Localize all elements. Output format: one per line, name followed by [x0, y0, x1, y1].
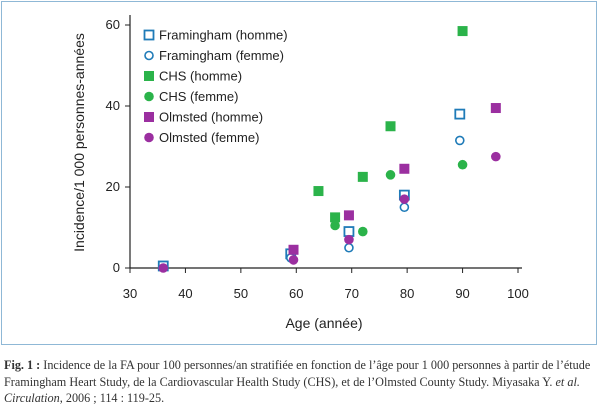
scatter-chart: 30 40 50 60 70 80 90 100 0 20 40 60 Age (année) Inc…: [71, 15, 529, 331]
legend: Framingham (homme) Framingham (femme) CHS …: [143, 28, 288, 145]
x-axis-title: Age (année): [285, 315, 362, 331]
x-tick-label: 40: [178, 286, 192, 301]
axis-ticks: 30 40 50 60 70 80 90 100 0 20 40 60: [106, 17, 529, 301]
data-point-chs-femme: [457, 159, 468, 170]
y-tick-label: 60: [106, 17, 120, 32]
legend-marker-chs-femme: [144, 91, 154, 102]
x-tick-label: 90: [455, 286, 469, 301]
data-point-chs-homme: [330, 212, 341, 223]
x-tick-label: 60: [289, 286, 303, 301]
legend-label-olmsted-homme: Olmsted (homme): [159, 110, 263, 125]
data-point-olmsted-homme: [490, 103, 501, 114]
data-point-chs-femme: [330, 220, 340, 231]
data-point-olmsted-homme: [343, 210, 354, 221]
legend-label-framingham-homme: Framingham (homme): [159, 28, 288, 43]
y-axis-title: Incidence/1 000 personnes-années: [71, 33, 87, 252]
legend-label-chs-homme: CHS (homme): [159, 69, 242, 84]
data-point-olmsted-femme: [288, 255, 299, 265]
caption-citation-italic: et al. Circulation: [4, 374, 580, 406]
legend-marker-framingham-homme: [143, 29, 155, 41]
legend-marker-olmsted-femme: [144, 132, 154, 143]
data-point-chs-homme: [457, 26, 468, 37]
figure-frame: [1, 1, 597, 345]
data-point-olmsted-femme: [399, 194, 410, 204]
data-point-olmsted-femme: [344, 234, 354, 245]
data-point-chs-femme: [385, 170, 396, 180]
legend-label-olmsted-femme: Olmsted (femme): [159, 130, 259, 145]
data-point-chs-femme: [358, 226, 368, 237]
caption-citation-tail: , 2006 ; 114 : 119-25.: [59, 391, 165, 405]
y-tick-label: 40: [106, 98, 120, 113]
caption-text: Incidence de la FA pour 100 personnes/an…: [4, 358, 591, 389]
data-point-chs-homme: [357, 171, 368, 182]
x-tick-label: 30: [123, 286, 137, 301]
x-tick-label: 50: [234, 286, 248, 301]
legend-marker-olmsted-homme: [144, 112, 154, 122]
data-points: [157, 26, 501, 273]
data-point-framingham-homme: [343, 226, 355, 237]
data-point-framingham-homme: [454, 108, 466, 120]
data-point-framingham-femme: [454, 135, 465, 146]
x-tick-label: 100: [507, 286, 529, 301]
x-tick-label: 70: [344, 286, 358, 301]
figure-caption: Fig. 1 : Incidence de la FA pour 100 per…: [4, 357, 596, 407]
caption-figure-label: Fig. 1 :: [4, 358, 41, 372]
data-point-chs-homme: [313, 186, 324, 197]
axes: [129, 15, 522, 269]
legend-label-framingham-femme: Framingham (femme): [159, 48, 284, 63]
data-point-olmsted-homme: [399, 163, 410, 174]
data-point-framingham-femme: [399, 202, 410, 213]
x-tick-label: 80: [400, 286, 414, 301]
y-tick-label: 0: [113, 260, 120, 275]
legend-marker-framingham-femme: [144, 50, 154, 61]
data-point-framingham-femme: [344, 242, 354, 253]
legend-label-chs-femme: CHS (femme): [159, 89, 238, 104]
data-point-olmsted-homme: [288, 244, 299, 255]
y-tick-label: 20: [106, 179, 120, 194]
data-point-olmsted-femme: [158, 263, 169, 273]
data-point-olmsted-femme: [491, 151, 501, 162]
legend-marker-chs-homme: [144, 71, 154, 81]
data-point-chs-homme: [385, 121, 396, 132]
